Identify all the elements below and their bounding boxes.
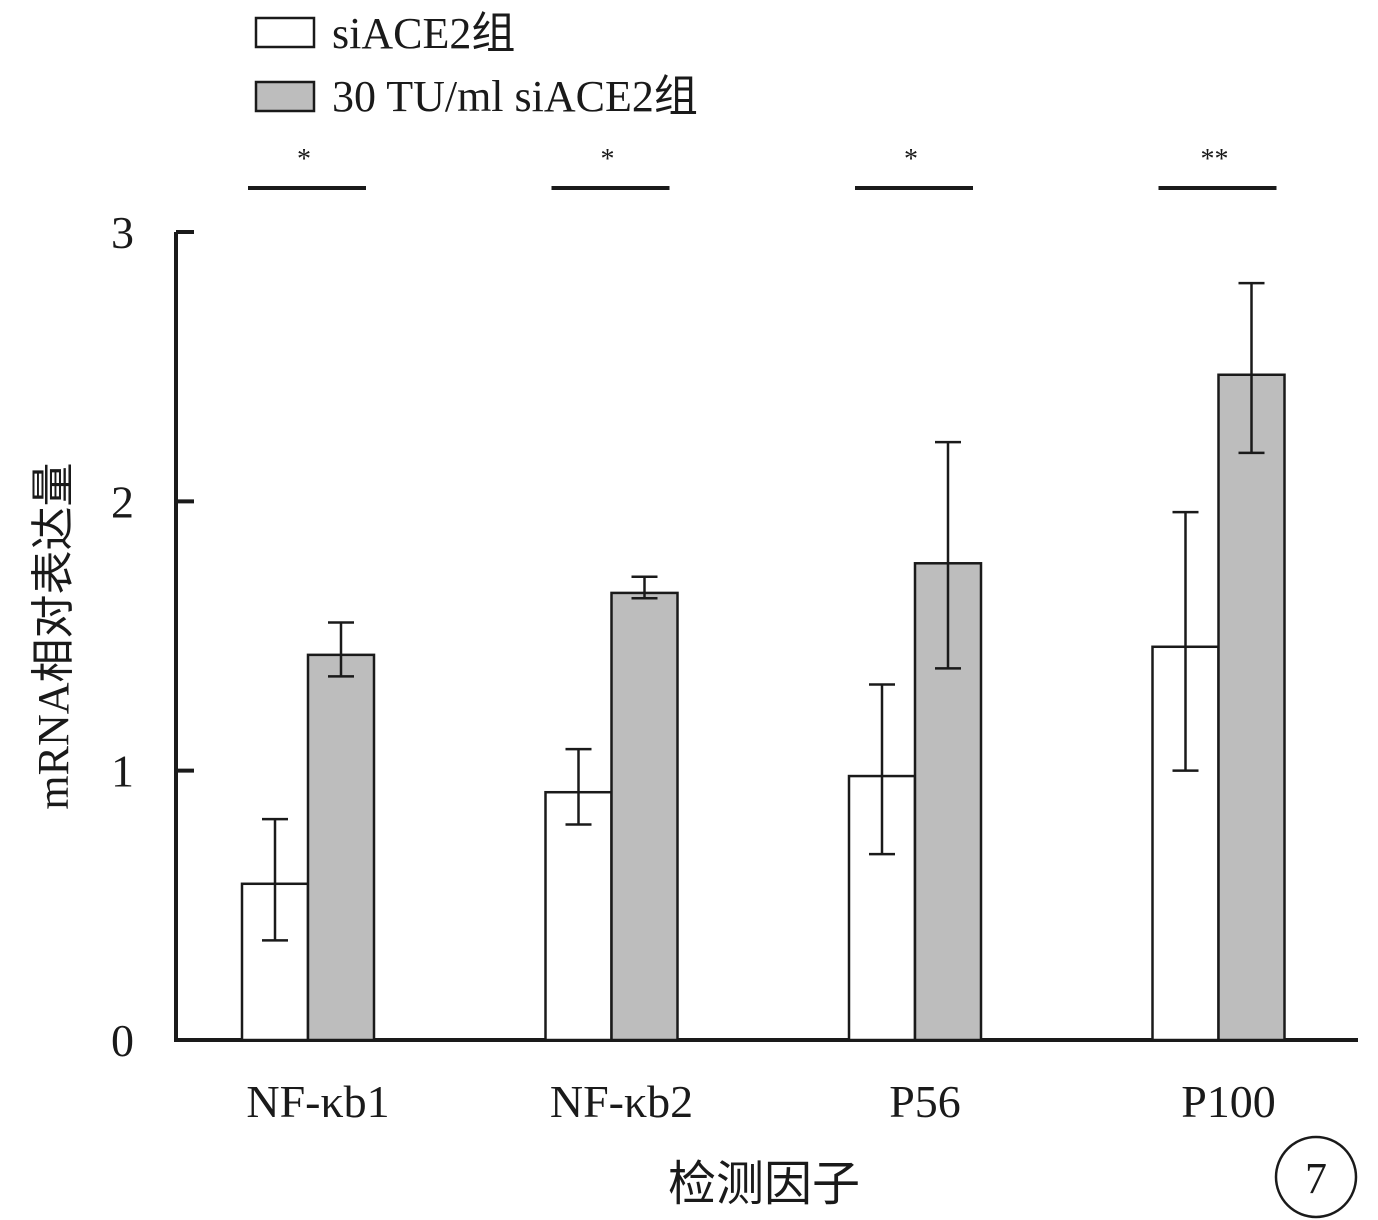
x-tick-label: P100 — [1181, 1076, 1276, 1127]
bar-series-2 — [1217, 373, 1286, 1042]
x-tick-label: P56 — [889, 1076, 961, 1127]
y-tick-label: 2 — [111, 476, 134, 527]
legend-label-series-1: siACE2组 — [332, 9, 515, 58]
y-tick-label: 3 — [111, 207, 134, 258]
bar-series-1 — [847, 774, 917, 1042]
legend-swatch-series-1 — [254, 16, 316, 49]
y-tick-label: 0 — [111, 1015, 134, 1066]
panel-number-badge: 7 — [1274, 1135, 1358, 1219]
bar-series-2 — [610, 591, 679, 1042]
legend: siACE2组 30 TU/ml siACE2组 — [254, 9, 698, 121]
panel-number: 7 — [1305, 1154, 1327, 1203]
x-ticks: NF-κb1 NF-κb2 P56 P100 — [246, 1076, 1275, 1127]
y-axis-title: mRNA相对表达量 — [29, 462, 78, 809]
legend-label-series-2: 30 TU/ml siACE2组 — [332, 72, 698, 121]
bar-series-1 — [544, 790, 613, 1042]
x-axis-title: 检测因子 — [668, 1158, 860, 1211]
significance-markers: * * * ** — [248, 144, 1277, 190]
legend-swatch-series-2 — [254, 80, 316, 113]
error-bars — [262, 281, 1265, 942]
bars — [240, 373, 1286, 1042]
significance-stars: * — [297, 144, 311, 175]
significance-stars: * — [601, 144, 615, 175]
y-tick-label: 1 — [111, 746, 134, 797]
significance-stars: ** — [1201, 144, 1229, 175]
bar-series-2 — [306, 653, 376, 1042]
x-tick-label: NF-κb1 — [246, 1076, 389, 1127]
significance-stars: * — [904, 144, 918, 175]
panel-number-circle — [1274, 1135, 1358, 1219]
y-ticks: 0 1 2 3 — [111, 207, 194, 1066]
x-tick-label: NF-κb2 — [550, 1076, 693, 1127]
